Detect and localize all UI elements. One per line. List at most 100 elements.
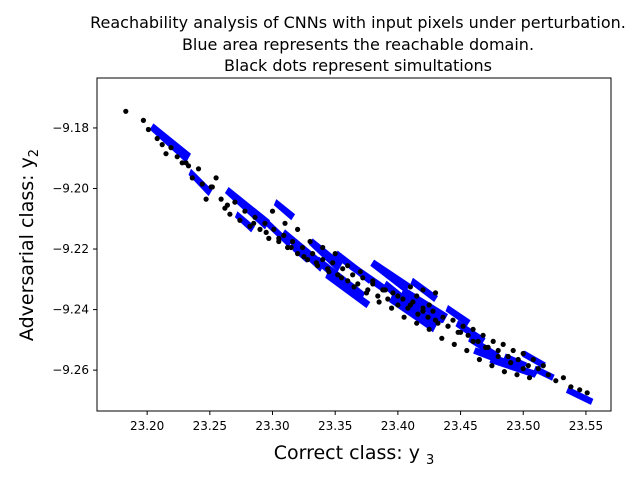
simulation-point bbox=[310, 251, 316, 257]
simulation-point bbox=[263, 229, 269, 235]
simulation-point bbox=[330, 260, 336, 266]
simulation-point bbox=[282, 220, 288, 226]
simulation-point bbox=[123, 108, 129, 114]
simulation-point bbox=[363, 290, 370, 296]
simulation-point bbox=[464, 347, 470, 354]
simulation-point bbox=[345, 278, 351, 284]
simulation-point bbox=[501, 369, 507, 375]
y-tick-label: −9.22 bbox=[52, 242, 89, 256]
simulation-point bbox=[500, 341, 506, 347]
x-tick-label: 23.50 bbox=[506, 419, 540, 433]
simulation-point bbox=[451, 341, 457, 347]
simulation-point bbox=[247, 223, 253, 229]
simulation-point bbox=[179, 160, 185, 166]
simulation-point bbox=[490, 338, 496, 344]
simulation-point bbox=[209, 184, 215, 190]
simulation-point bbox=[276, 235, 282, 241]
simulation-point bbox=[483, 344, 489, 350]
simulation-point bbox=[168, 145, 174, 151]
simulation-point bbox=[262, 220, 268, 226]
simulation-point bbox=[450, 317, 456, 323]
simulation-point bbox=[227, 211, 233, 217]
simulation-point bbox=[313, 260, 319, 266]
x-tick-label: 23.20 bbox=[130, 419, 164, 433]
simulation-point bbox=[338, 275, 345, 281]
simulation-point bbox=[395, 293, 401, 299]
simulation-point bbox=[285, 244, 291, 251]
simulation-points bbox=[123, 108, 590, 396]
simulation-point bbox=[301, 254, 307, 260]
simulation-point bbox=[271, 226, 277, 232]
simulation-point bbox=[375, 293, 381, 299]
simulation-point bbox=[520, 350, 526, 357]
simulation-point bbox=[430, 308, 436, 314]
y-tick-label: −9.24 bbox=[52, 303, 89, 317]
simulation-point bbox=[530, 356, 536, 363]
simulation-point bbox=[420, 308, 426, 314]
simulation-point bbox=[295, 226, 301, 232]
simulation-point bbox=[288, 244, 294, 251]
simulation-point bbox=[213, 175, 219, 181]
simulation-point bbox=[269, 208, 276, 214]
simulation-point bbox=[389, 305, 395, 311]
simulation-point bbox=[475, 338, 481, 344]
reachable-polygon-27 bbox=[565, 386, 594, 405]
simulation-point bbox=[440, 314, 446, 320]
simulation-point bbox=[183, 160, 189, 166]
simulation-point bbox=[351, 284, 357, 290]
simulation-point bbox=[345, 263, 351, 269]
simulation-point bbox=[174, 154, 180, 160]
simulation-point bbox=[439, 335, 445, 341]
simulation-point bbox=[415, 311, 421, 317]
reachable-domain bbox=[149, 123, 594, 405]
simulation-point bbox=[385, 296, 391, 302]
simulation-point bbox=[290, 238, 296, 245]
simulation-point bbox=[159, 142, 165, 148]
simulation-point bbox=[295, 251, 301, 257]
y-tick-label: −9.20 bbox=[52, 181, 89, 195]
y-tick-label: −9.26 bbox=[52, 363, 89, 377]
simulation-point bbox=[395, 302, 401, 308]
simulation-point bbox=[432, 317, 439, 323]
simulation-point bbox=[535, 366, 541, 372]
simulation-point bbox=[300, 244, 306, 251]
simulation-point bbox=[370, 278, 376, 284]
simulation-point bbox=[495, 347, 501, 354]
y-axis-label: Adversarial class: y2 bbox=[16, 149, 42, 341]
simulation-point bbox=[237, 217, 243, 223]
simulation-point bbox=[154, 135, 160, 142]
simulation-point bbox=[458, 329, 464, 335]
simulation-point bbox=[495, 353, 501, 360]
simulation-point bbox=[508, 360, 514, 366]
simulation-point bbox=[189, 175, 195, 181]
simulation-point bbox=[257, 226, 263, 232]
simulation-point bbox=[568, 384, 574, 390]
simulation-point bbox=[560, 375, 567, 381]
simulation-point bbox=[401, 314, 407, 320]
simulation-point bbox=[525, 363, 531, 369]
reachable-polygon-15 bbox=[389, 292, 440, 333]
simulation-point bbox=[376, 299, 382, 305]
y-axis-ticks: −9.18 −9.20 −9.22 −9.24 −9.26 bbox=[52, 121, 97, 377]
simulation-point bbox=[390, 290, 396, 296]
simulation-point bbox=[203, 196, 209, 202]
simulation-point bbox=[420, 287, 426, 293]
simulation-point bbox=[305, 257, 311, 263]
simulation-point bbox=[340, 266, 346, 272]
simulation-point bbox=[515, 356, 521, 363]
simulation-point bbox=[505, 353, 511, 360]
simulation-point bbox=[432, 290, 439, 296]
simulation-point bbox=[553, 378, 559, 384]
simulation-point bbox=[218, 196, 224, 202]
simulation-point bbox=[326, 269, 332, 275]
x-tick-label: 23.25 bbox=[193, 419, 227, 433]
simulation-point bbox=[514, 372, 520, 378]
reachable-polygon-2 bbox=[224, 187, 270, 230]
simulation-point bbox=[320, 257, 326, 263]
simulation-point bbox=[584, 390, 590, 396]
reachable-polygon-0 bbox=[149, 123, 191, 163]
simulation-point bbox=[360, 275, 366, 281]
x-axis-ticks: 23.20 23.25 23.30 23.35 23.40 23.45 23.50 23.55 bbox=[130, 411, 603, 433]
simulation-point bbox=[320, 244, 326, 251]
simulation-point bbox=[355, 281, 361, 287]
